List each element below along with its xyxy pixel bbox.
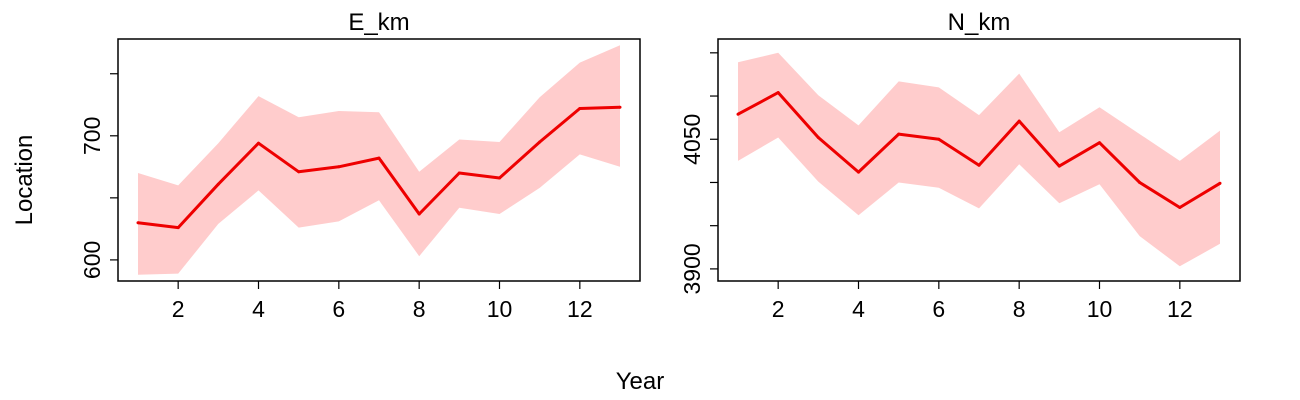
x-tick-label-e-km-8: 8 <box>413 296 426 322</box>
chart-title-n-km: N_km <box>948 9 1011 36</box>
data-point-n-km-13 <box>1218 181 1222 185</box>
x-tick-label-e-km-10: 10 <box>487 296 513 322</box>
x-tick-label-n-km-4: 4 <box>852 296 865 322</box>
plot-frame-e-km <box>117 38 641 282</box>
data-point-n-km-6 <box>937 137 941 141</box>
data-point-n-km-8 <box>1017 119 1021 123</box>
data-point-e-km-3 <box>216 182 220 186</box>
x-tick-label-e-km-4: 4 <box>252 296 265 322</box>
data-point-e-km-13 <box>618 105 622 109</box>
chart-title-e-km: E_km <box>348 9 409 36</box>
confidence-band-n-km <box>738 52 1220 267</box>
y-tick-label-n-km-3900: 3900 <box>679 243 705 294</box>
data-point-n-km-10 <box>1098 141 1101 145</box>
x-tick-label-n-km-6: 6 <box>932 296 945 322</box>
data-point-n-km-3 <box>816 136 820 139</box>
x-tick-label-n-km-2: 2 <box>772 296 785 322</box>
data-point-e-km-7 <box>377 156 381 160</box>
data-point-n-km-9 <box>1057 164 1061 168</box>
plot-frame-n-km <box>717 38 1241 282</box>
data-point-e-km-6 <box>337 165 341 169</box>
data-point-n-km-4 <box>857 170 860 174</box>
y-tick-label-e-km-600: 600 <box>79 241 105 279</box>
data-point-e-km-11 <box>538 140 542 144</box>
data-point-n-km-1 <box>736 112 740 116</box>
data-point-n-km-5 <box>897 132 901 136</box>
chart-panel-n-km: N_km 2 4 6 8 10 12 3900 4050 <box>679 9 1241 322</box>
x-tick-label-n-km-12: 12 <box>1167 296 1193 322</box>
shared-x-axis-label: Year <box>616 368 665 395</box>
x-tick-label-e-km-12: 12 <box>567 296 593 322</box>
data-point-e-km-8 <box>417 212 421 216</box>
data-point-n-km-2 <box>776 91 780 95</box>
data-point-e-km-4 <box>257 141 260 145</box>
data-point-e-km-12 <box>578 107 582 110</box>
shared-y-axis-label: Location <box>11 135 38 226</box>
data-point-n-km-11 <box>1138 181 1142 184</box>
data-point-e-km-9 <box>457 171 461 175</box>
x-tick-label-e-km-6: 6 <box>332 296 345 322</box>
y-tick-label-e-km-700: 700 <box>79 117 105 155</box>
data-point-e-km-1 <box>136 221 140 225</box>
data-point-n-km-7 <box>977 163 981 167</box>
x-tick-label-n-km-10: 10 <box>1087 296 1113 322</box>
data-point-e-km-2 <box>176 226 180 230</box>
y-tick-label-n-km-4050: 4050 <box>679 114 705 165</box>
data-point-e-km-10 <box>498 176 501 180</box>
data-point-n-km-12 <box>1178 206 1182 209</box>
data-point-e-km-5 <box>297 170 301 174</box>
chart-panel-e-km: E_km 2 4 6 8 10 12 600 700 <box>79 9 641 322</box>
x-tick-label-e-km-2: 2 <box>172 296 185 322</box>
x-tick-label-n-km-8: 8 <box>1013 296 1026 322</box>
